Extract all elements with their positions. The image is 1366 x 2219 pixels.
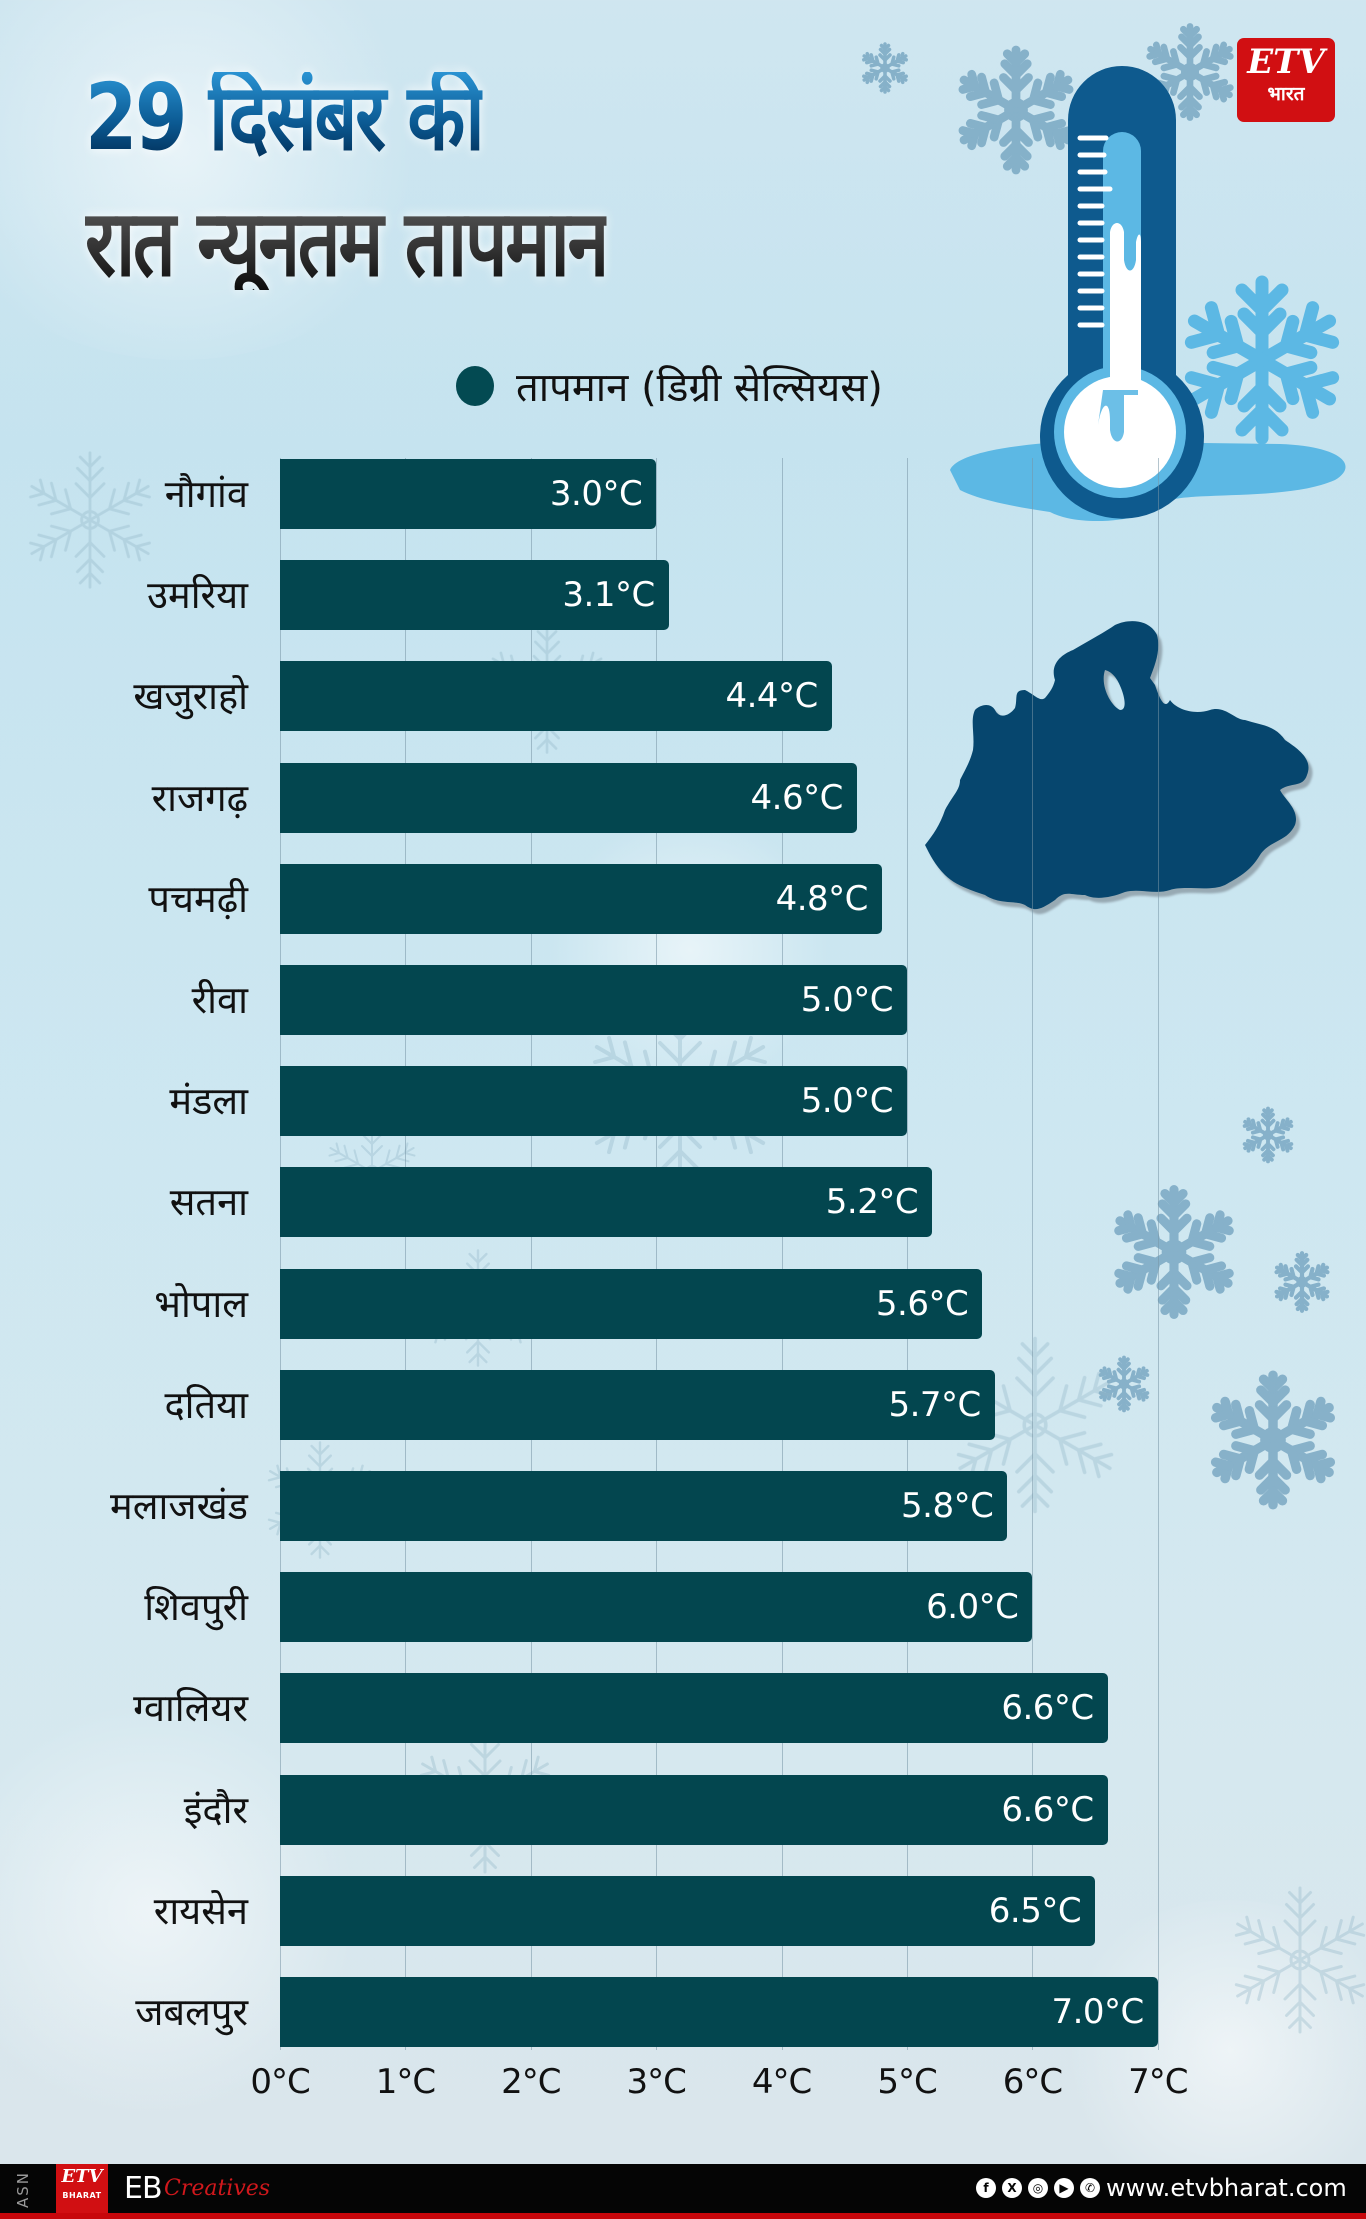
- chart-title-line-2: रात न्यूनतम तापमान: [85, 190, 609, 297]
- website-link[interactable]: www.etvbharat.com: [1106, 2174, 1347, 2202]
- temperature-bar: 5.2°C: [280, 1167, 933, 1238]
- gridline: [280, 458, 281, 2050]
- temperature-bar: 5.0°C: [280, 965, 907, 1035]
- gridline: [1157, 458, 1159, 2050]
- legend-marker-icon: [456, 365, 494, 406]
- temperature-bar: 4.8°C: [280, 863, 882, 934]
- x-axis-tick-label: 6°C: [1002, 2062, 1063, 2102]
- bar-value-label: 7.0°C: [1051, 1992, 1144, 2032]
- temperature-bar: 6.0°C: [280, 1572, 1033, 1643]
- city-label: रायसेन: [153, 1888, 248, 1933]
- x-axis-tick-label: 7°C: [1128, 2062, 1188, 2102]
- whatsapp-icon[interactable]: ✆: [1080, 2178, 1100, 2198]
- temperature-bar: 3.1°C: [280, 560, 669, 631]
- city-label: जबलपुर: [135, 1990, 248, 2034]
- bar-value-label: 4.4°C: [725, 676, 818, 717]
- bar-value-label: 6.6°C: [1001, 1789, 1094, 1830]
- city-label: रीवा: [191, 978, 248, 1022]
- madhya-pradesh-map-icon: [925, 621, 1309, 910]
- youtube-icon[interactable]: ▶: [1054, 2178, 1074, 2198]
- city-label: पचमढ़ी: [148, 876, 248, 921]
- x-axis-tick-label: 0°C: [250, 2062, 310, 2102]
- city-label: भोपाल: [154, 1281, 248, 1326]
- temperature-bar: 5.7°C: [280, 1369, 995, 1440]
- footer-side-text: ASN: [14, 2170, 32, 2208]
- chart-title-line-1: 29 दिसंबर की: [85, 64, 485, 171]
- x-axis-tick-label: 1°C: [375, 2062, 436, 2102]
- temperature-bar: 4.6°C: [280, 762, 857, 833]
- x-axis-tick-label: 5°C: [877, 2062, 937, 2102]
- legend-label: तापमान (डिग्री सेल्सियस): [516, 365, 883, 411]
- gridline: [530, 458, 532, 2050]
- city-label: मंडला: [169, 1079, 248, 1124]
- bar-value-label: 5.8°C: [901, 1486, 994, 1526]
- instagram-icon[interactable]: ◎: [1028, 2178, 1048, 2198]
- thermometer-icon: [950, 66, 1360, 522]
- footer-etv-logo: ETV BHARAT: [56, 2164, 108, 2213]
- gridline: [405, 458, 407, 2050]
- city-label: शिवपुरी: [144, 1585, 248, 1630]
- bar-value-label: 6.6°C: [1001, 1688, 1094, 1729]
- bar-value-label: 5.2°C: [825, 1182, 919, 1223]
- city-label: खजुराहो: [133, 674, 248, 719]
- x-axis-tick-label: 2°C: [501, 2062, 561, 2102]
- footer-red-strip: [0, 2213, 1366, 2219]
- city-label: राजगढ़: [151, 775, 248, 820]
- temperature-bar: 3.0°C: [280, 459, 657, 529]
- temperature-bar: 4.4°C: [280, 661, 832, 732]
- city-label: ग्वालियर: [133, 1686, 248, 1731]
- logo-subtitle: भारत: [1267, 83, 1305, 105]
- bar-value-label: 3.0°C: [549, 474, 643, 514]
- city-label: उमरिया: [147, 573, 248, 618]
- x-axis-tick-label: 3°C: [626, 2062, 687, 2102]
- city-label: नौगांव: [164, 472, 248, 516]
- gridline: [907, 458, 908, 2050]
- gridline: [781, 458, 783, 2050]
- bar-value-label: 6.5°C: [988, 1890, 1082, 1931]
- chart-legend: तापमान (डिग्री सेल्सियस): [456, 358, 883, 413]
- bar-value-label: 4.6°C: [750, 777, 844, 818]
- temperature-bar: 5.0°C: [280, 1066, 907, 1137]
- bar-value-label: 5.0°C: [800, 1081, 894, 1122]
- temperature-bar: 6.6°C: [280, 1673, 1108, 1744]
- footer-eb-text: EB: [124, 2171, 163, 2206]
- bar-value-label: 6.0°C: [926, 1587, 1019, 1628]
- x-icon[interactable]: X: [1002, 2178, 1022, 2198]
- footer-creatives-text: Creatives: [164, 2176, 271, 2201]
- temperature-bar: 6.6°C: [280, 1774, 1108, 1845]
- footer-logo-mark: ETV: [61, 2166, 103, 2187]
- gridline: [656, 458, 658, 2050]
- bar-value-label: 5.6°C: [875, 1283, 969, 1324]
- bar-value-label: 4.8°C: [775, 878, 869, 919]
- facebook-icon[interactable]: f: [976, 2178, 996, 2198]
- footer-bar: [0, 2164, 1366, 2213]
- city-label: सतना: [169, 1180, 248, 1225]
- gridline: [1032, 458, 1034, 2050]
- city-label: दतिया: [164, 1382, 248, 1427]
- temperature-bar: 5.6°C: [280, 1268, 983, 1339]
- footer-logo-subtitle: BHARAT: [62, 2191, 102, 2200]
- bar-value-label: 3.1°C: [562, 575, 655, 616]
- city-label: इंदौर: [183, 1787, 248, 1832]
- etv-bharat-logo: ETV भारत: [1237, 38, 1335, 122]
- x-axis-tick-label: 4°C: [751, 2062, 812, 2102]
- logo-mark: ETV: [1247, 42, 1325, 82]
- temperature-bar: 5.8°C: [280, 1471, 1008, 1541]
- social-icons: f X ◎ ▶ ✆: [976, 2178, 1100, 2198]
- temperature-bar: 7.0°C: [280, 1977, 1158, 2047]
- temperature-bar: 6.5°C: [280, 1875, 1096, 1946]
- city-label: मलाजखंड: [110, 1484, 248, 1528]
- bar-value-label: 5.0°C: [800, 980, 894, 1020]
- bar-value-label: 5.7°C: [888, 1384, 981, 1425]
